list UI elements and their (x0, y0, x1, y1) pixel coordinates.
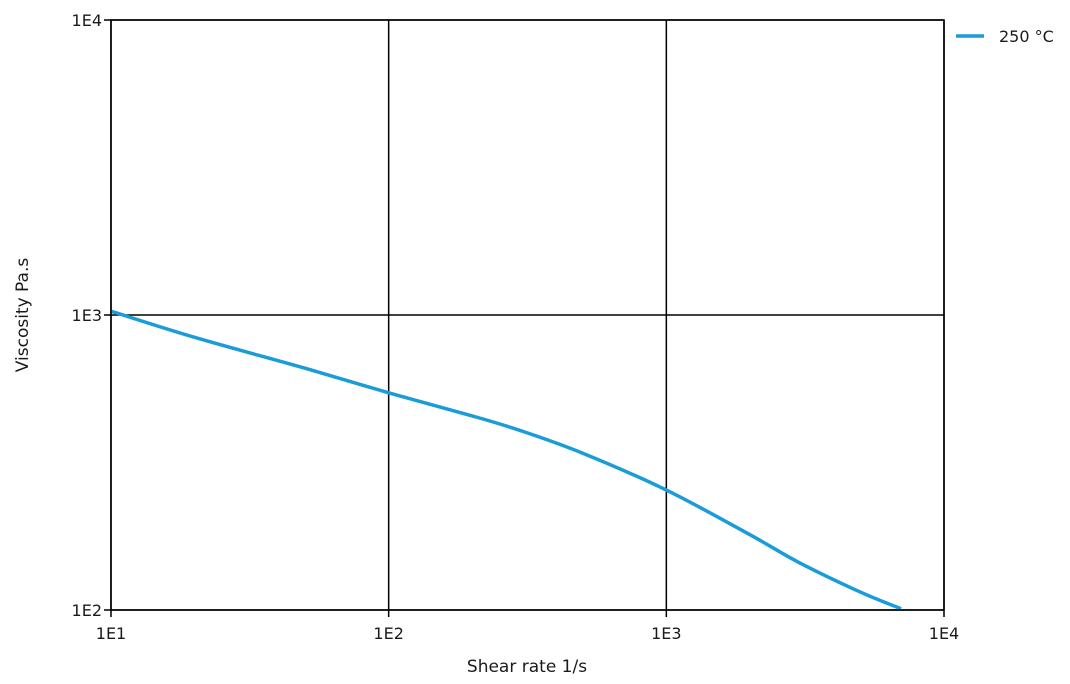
tick-layer: 1E1 1E2 1E3 1E4 1E2 1E3 1E4 (72, 11, 960, 643)
y-axis-label: Viscosity Pa.s (13, 258, 33, 373)
legend: 250 °C (956, 27, 1054, 46)
x-tick-label: 1E4 (929, 624, 959, 643)
y-tick-label: 1E2 (72, 601, 102, 620)
x-tick-label: 1E3 (651, 624, 681, 643)
series-layer (110, 309, 902, 611)
y-tick-label: 1E4 (72, 11, 102, 30)
grid-layer (110, 19, 945, 611)
y-tick-label: 1E3 (72, 306, 102, 325)
x-tick-label: 1E1 (96, 624, 126, 643)
x-tick-label: 1E2 (373, 624, 403, 643)
legend-label: 250 °C (999, 27, 1054, 46)
series-line (110, 309, 902, 611)
plot-frame (110, 19, 945, 611)
x-axis-label: Shear rate 1/s (467, 657, 587, 677)
